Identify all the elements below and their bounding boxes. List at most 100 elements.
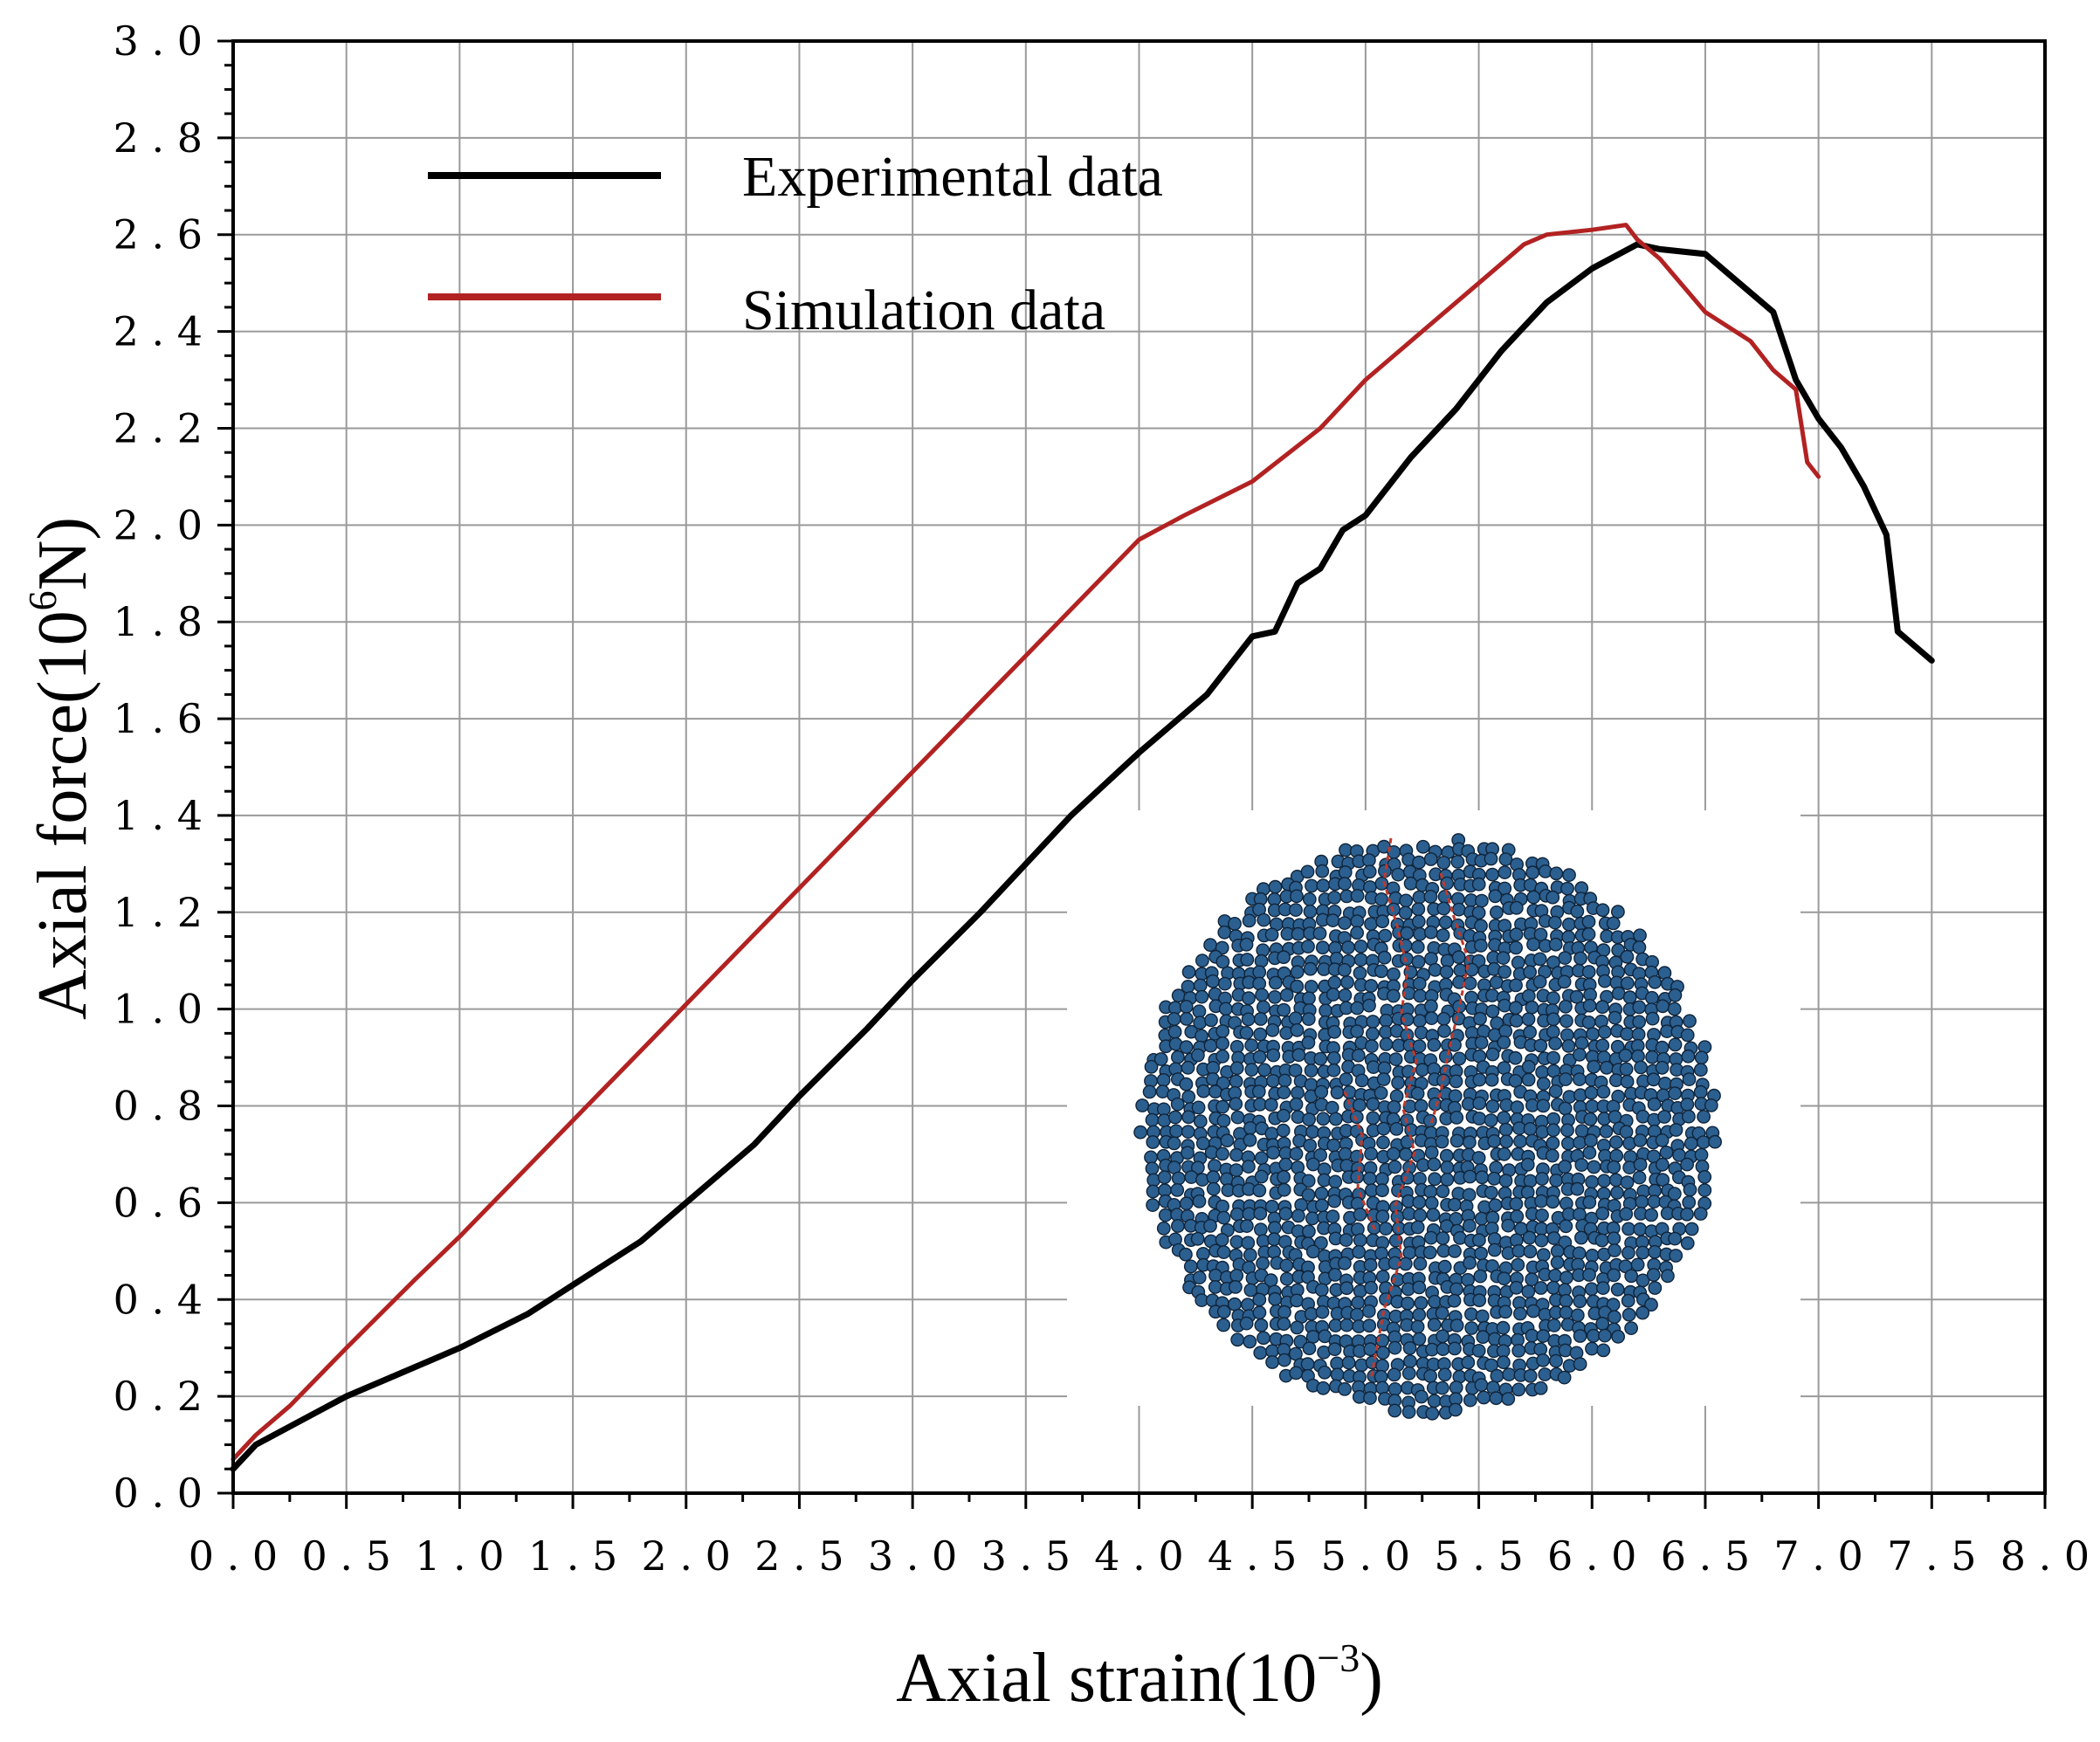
inset-particle bbox=[1302, 892, 1317, 906]
inset-particle bbox=[1319, 1003, 1333, 1018]
inset-particle bbox=[1376, 1346, 1390, 1360]
inset-particle bbox=[1535, 1172, 1549, 1186]
inset-particle bbox=[1521, 1012, 1536, 1027]
inset-particle bbox=[1600, 1060, 1614, 1075]
inset-particle bbox=[1535, 1125, 1550, 1140]
inset-particle bbox=[1229, 1061, 1244, 1076]
inset-particle bbox=[1618, 1048, 1633, 1063]
inset-particle bbox=[1268, 1291, 1283, 1306]
inset-particle bbox=[1378, 928, 1393, 943]
inset-particle bbox=[1290, 1320, 1305, 1335]
inset-particle bbox=[1682, 1195, 1697, 1209]
inset-particle bbox=[1218, 1002, 1233, 1016]
inset-particle bbox=[1509, 927, 1524, 942]
inset-particle bbox=[1475, 1170, 1490, 1185]
inset-particle bbox=[1489, 1391, 1504, 1406]
inset-particle bbox=[1546, 1012, 1560, 1027]
inset-particle bbox=[1305, 1125, 1320, 1140]
inset-particle bbox=[1263, 1098, 1278, 1112]
inset-particle bbox=[1682, 1072, 1697, 1087]
inset-particle bbox=[1350, 1001, 1365, 1016]
inset-particle bbox=[1574, 1158, 1589, 1173]
inset-particle bbox=[1436, 1231, 1450, 1245]
inset-particle bbox=[1424, 1230, 1438, 1245]
inset-particle bbox=[1255, 988, 1270, 1002]
inset-particle bbox=[1268, 1221, 1282, 1236]
inset-particle bbox=[1391, 1076, 1406, 1090]
inset-particle bbox=[1449, 1381, 1463, 1394]
inset-particle bbox=[1513, 1134, 1527, 1149]
inset-particle bbox=[1496, 1320, 1511, 1335]
inset-particle bbox=[1536, 1077, 1551, 1091]
inset-particle bbox=[1574, 1230, 1588, 1245]
inset-particle bbox=[1521, 1059, 1536, 1074]
inset-particle bbox=[1341, 1355, 1356, 1370]
inset-particle bbox=[1301, 1012, 1316, 1027]
inset-particle bbox=[1133, 1125, 1148, 1140]
inset-particle bbox=[1314, 1084, 1329, 1099]
inset-particle bbox=[1498, 865, 1512, 879]
inset-particle bbox=[1635, 1195, 1649, 1209]
inset-particle bbox=[1303, 905, 1318, 919]
inset-particle bbox=[1242, 991, 1256, 1006]
inset-particle bbox=[1313, 1051, 1328, 1066]
inset-particle bbox=[1573, 1072, 1587, 1087]
inset-particle bbox=[1203, 1219, 1217, 1233]
inset-particle bbox=[1330, 1085, 1345, 1100]
inset-particle bbox=[1548, 915, 1562, 930]
inset-particle bbox=[1440, 1173, 1455, 1187]
inset-particle bbox=[1353, 1098, 1367, 1112]
inset-particle bbox=[1647, 1097, 1662, 1112]
inset-particle bbox=[1570, 1308, 1585, 1323]
series-line-simulation bbox=[231, 223, 1821, 1462]
inset-particle bbox=[1171, 1171, 1186, 1186]
inset-particle bbox=[1439, 1148, 1454, 1163]
inset-particle bbox=[1256, 1256, 1270, 1270]
inset-particle bbox=[1497, 1271, 1511, 1286]
inset-particle bbox=[1341, 940, 1355, 954]
inset-particle bbox=[1379, 1037, 1394, 1051]
inset-particle bbox=[1244, 1038, 1259, 1053]
inset-particle bbox=[1364, 917, 1378, 932]
ticks: 0 . 0 0 . 5 1 . 0 1 . 5 2 . 0 2 . 5 3 . 0 3 . 5… bbox=[114, 17, 2090, 1580]
inset-particle bbox=[1682, 1109, 1696, 1124]
inset-particle bbox=[1374, 1085, 1388, 1100]
inset-particle bbox=[1595, 1206, 1610, 1221]
inset-particle bbox=[1422, 1245, 1437, 1260]
inset-particle bbox=[1206, 974, 1220, 988]
x-axis-title-sup: −3 bbox=[1317, 1635, 1360, 1680]
inset-particle bbox=[1377, 950, 1392, 965]
inset-particle bbox=[1427, 1037, 1442, 1052]
inset-particle bbox=[1398, 1257, 1413, 1271]
inset-particle bbox=[1532, 952, 1547, 967]
inset-particle bbox=[1410, 1220, 1425, 1235]
inset-particle bbox=[1277, 1085, 1291, 1100]
inset-particle bbox=[1509, 978, 1523, 993]
inset-particle bbox=[1536, 1248, 1551, 1263]
inset-particle bbox=[1229, 1280, 1243, 1294]
inset-particle bbox=[1366, 1111, 1380, 1126]
inset-particle bbox=[1424, 1146, 1439, 1160]
inset-particle bbox=[1523, 1122, 1538, 1136]
inset-particle bbox=[1217, 925, 1232, 940]
inset-particle bbox=[1364, 1280, 1379, 1295]
inset-particle bbox=[1179, 1040, 1194, 1055]
inset-particle bbox=[1379, 1013, 1394, 1028]
inset-particle bbox=[1648, 1281, 1663, 1295]
inset-particle bbox=[1533, 1281, 1548, 1295]
inset-particle bbox=[1301, 1188, 1316, 1202]
inset-particle bbox=[1436, 1184, 1450, 1199]
inset-particle bbox=[1216, 1318, 1231, 1332]
inset-particle bbox=[1277, 1317, 1291, 1332]
inset-particle bbox=[1621, 1293, 1635, 1308]
inset-particle bbox=[1647, 1195, 1662, 1209]
inset-particle bbox=[1697, 1135, 1711, 1150]
inset-particle bbox=[1437, 1259, 1452, 1274]
inset-particle bbox=[1193, 1114, 1208, 1129]
inset-particle bbox=[1693, 1063, 1708, 1078]
inset-particle bbox=[1328, 1174, 1343, 1189]
inset-particle bbox=[1621, 1307, 1636, 1322]
inset-particle bbox=[1608, 1173, 1623, 1188]
inset-particle bbox=[1436, 928, 1450, 943]
inset-particle bbox=[1351, 1048, 1366, 1063]
